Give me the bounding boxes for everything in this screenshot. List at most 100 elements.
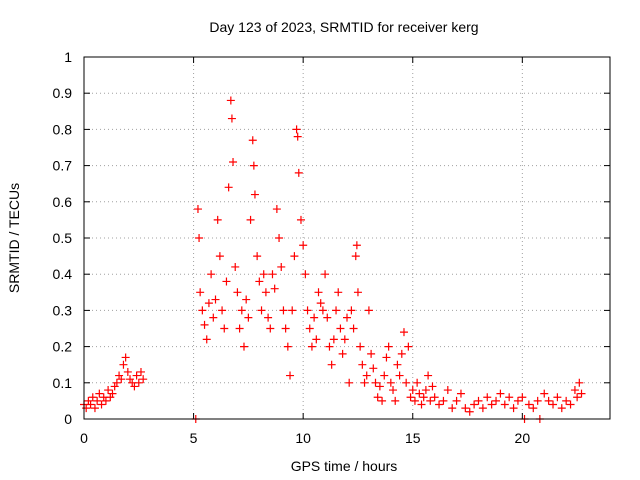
y-tick-label: 0.2	[53, 339, 73, 355]
data-point	[573, 393, 582, 402]
x-tick-label: 10	[295, 430, 311, 446]
data-point	[397, 349, 406, 358]
y-tick-label: 0.8	[53, 121, 73, 137]
data-point	[198, 306, 207, 315]
data-point	[487, 400, 496, 409]
data-point	[325, 342, 334, 351]
y-tick-label: 0.9	[53, 85, 73, 101]
data-point	[266, 324, 275, 333]
data-point	[303, 306, 312, 315]
data-point	[281, 324, 290, 333]
data-point	[549, 400, 558, 409]
data-point	[126, 375, 135, 384]
x-tick-label: 5	[190, 430, 198, 446]
data-point	[492, 396, 501, 405]
data-point	[213, 215, 222, 224]
data-point	[307, 342, 316, 351]
data-point	[134, 378, 143, 387]
data-point	[250, 190, 259, 199]
data-point	[132, 371, 141, 380]
data-point	[115, 371, 124, 380]
data-point	[193, 205, 202, 214]
data-point	[334, 288, 343, 297]
data-point	[246, 215, 255, 224]
data-point	[224, 183, 233, 192]
data-point	[323, 313, 332, 322]
data-point	[371, 378, 380, 387]
data-point	[426, 396, 435, 405]
plot-frame	[83, 56, 611, 420]
data-point	[110, 382, 119, 391]
data-point	[443, 386, 452, 395]
y-tick-label: 0.3	[53, 302, 73, 318]
data-point	[500, 400, 509, 409]
data-point	[272, 205, 281, 214]
data-point	[288, 306, 297, 315]
data-point	[253, 252, 262, 261]
data-point	[421, 386, 430, 395]
data-point	[93, 396, 102, 405]
data-point	[570, 386, 579, 395]
data-point	[399, 328, 408, 337]
data-point	[524, 400, 533, 409]
data-point	[474, 396, 483, 405]
data-point	[417, 400, 426, 409]
data-point	[505, 393, 514, 402]
data-point	[424, 371, 433, 380]
data-points	[80, 96, 586, 423]
data-point	[373, 393, 382, 402]
data-point	[112, 378, 121, 387]
data-point	[364, 306, 373, 315]
data-point	[268, 270, 277, 279]
data-point	[349, 324, 358, 333]
data-point	[117, 375, 126, 384]
data-point	[439, 396, 448, 405]
data-point	[301, 270, 310, 279]
data-point	[310, 313, 319, 322]
data-point	[577, 389, 586, 398]
data-point	[408, 386, 417, 395]
data-point	[270, 284, 279, 293]
data-point	[104, 386, 113, 395]
data-point	[518, 393, 527, 402]
data-point	[351, 252, 360, 261]
data-point	[352, 241, 361, 250]
data-point	[448, 404, 457, 413]
data-point	[347, 306, 356, 315]
data-point	[456, 389, 465, 398]
data-point	[222, 277, 231, 286]
data-point	[290, 252, 299, 261]
data-point	[202, 335, 211, 344]
grid-lines	[84, 57, 610, 419]
data-point	[195, 234, 204, 242]
data-point	[389, 386, 398, 395]
data-point	[345, 378, 354, 387]
data-point	[404, 342, 413, 351]
data-point	[283, 342, 292, 351]
data-point	[242, 295, 251, 304]
data-point	[358, 360, 367, 369]
data-point	[220, 324, 229, 333]
data-point	[88, 393, 97, 402]
y-tick-label: 0.1	[53, 375, 73, 391]
data-point	[296, 215, 305, 224]
data-point	[321, 270, 330, 279]
data-point	[395, 371, 404, 380]
y-tick-label: 0.6	[53, 194, 73, 210]
data-point	[496, 389, 505, 398]
data-point	[575, 378, 584, 387]
x-tick-label: 15	[405, 430, 421, 446]
data-point	[286, 371, 295, 380]
data-point	[249, 161, 258, 170]
data-point	[106, 393, 115, 402]
data-point	[227, 114, 236, 123]
y-tick-label: 0.5	[53, 230, 73, 246]
data-point	[329, 335, 338, 344]
data-point	[391, 396, 400, 405]
x-axis-label: GPS time / hours	[291, 458, 398, 474]
data-point	[380, 371, 389, 380]
data-point	[314, 288, 323, 297]
data-point	[470, 400, 479, 409]
data-point	[279, 306, 288, 315]
data-point	[119, 360, 128, 369]
